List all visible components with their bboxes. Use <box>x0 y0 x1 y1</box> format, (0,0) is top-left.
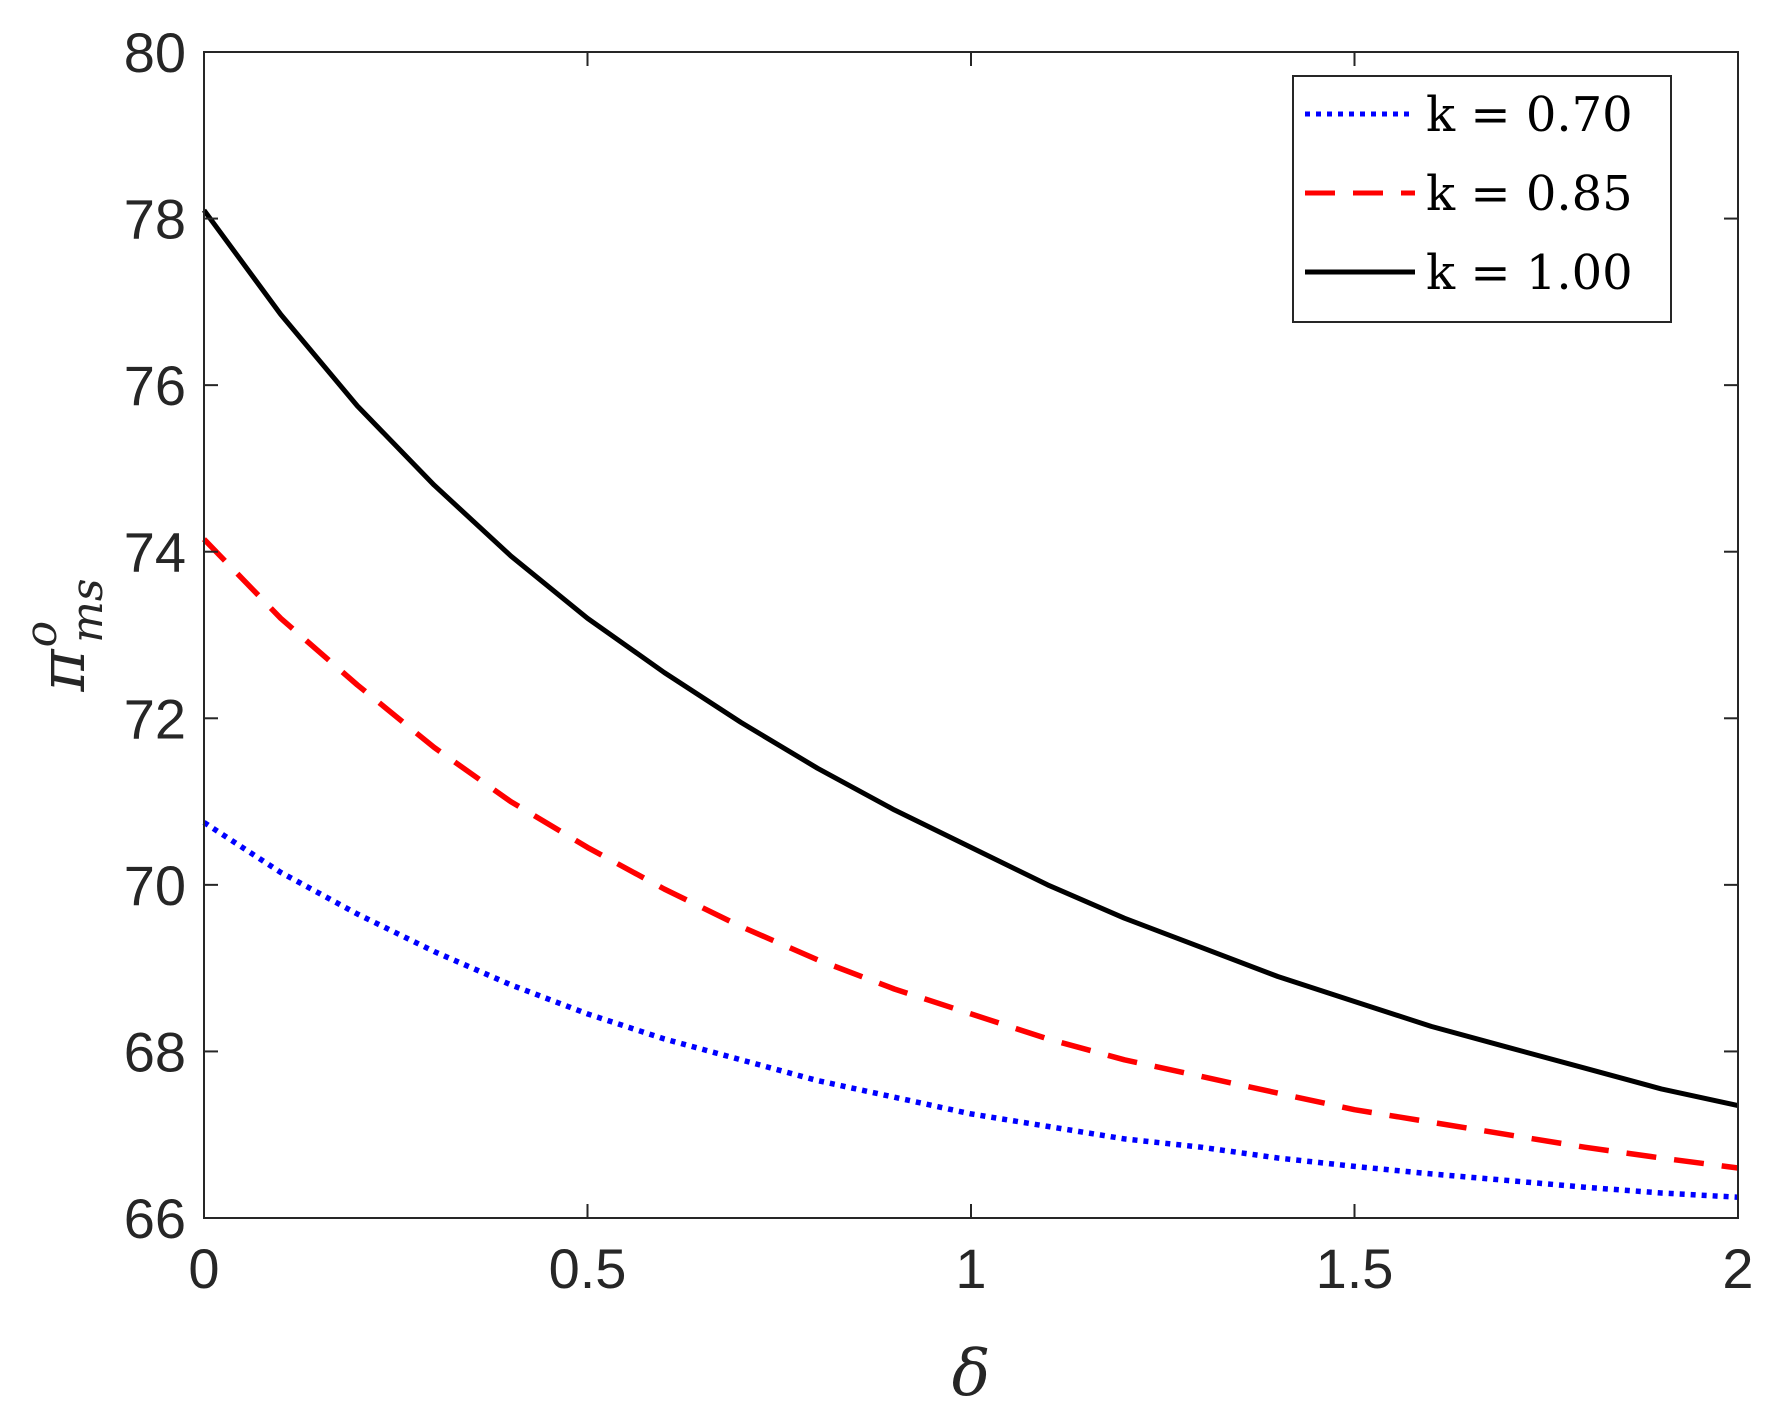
x-axis-label: δ <box>952 1337 991 1411</box>
legend-box <box>1292 75 1672 323</box>
y-tick-label: 68 <box>124 1020 186 1083</box>
y-tick-label: 76 <box>124 354 186 417</box>
y-tick-label: 74 <box>124 521 186 584</box>
y-tick-label: 66 <box>124 1187 186 1250</box>
y-axis-label-superscript: o <box>16 621 67 648</box>
legend-label-1: k = 0.70 <box>1426 87 1633 143</box>
y-axis-label-main: π <box>26 648 100 692</box>
legend: k = 0.70 k = 0.85 k = 1.00 <box>1292 75 1672 323</box>
x-tick-labels: 0 0.5 1 1.5 2 <box>188 1237 1753 1300</box>
series-layer <box>201 208 1739 1200</box>
y-axis-label: πoms <box>16 579 113 693</box>
svg-text:πoms: πoms <box>16 579 113 693</box>
y-tick-label: 80 <box>124 21 186 84</box>
x-tick-label: 0 <box>188 1237 219 1300</box>
series-line-3 <box>201 208 1739 1109</box>
y-tick-labels: 66 68 70 72 74 76 78 80 <box>124 21 186 1250</box>
legend-entries: k = 0.70 k = 0.85 k = 1.00 <box>1305 87 1633 301</box>
y-tick-label: 78 <box>124 188 186 251</box>
x-tick-label: 0.5 <box>549 1237 627 1300</box>
legend-label-3: k = 1.00 <box>1426 245 1633 301</box>
x-tick-label: 1 <box>955 1237 986 1300</box>
y-tick-label: 72 <box>124 687 186 750</box>
series-line-2 <box>202 537 1739 1171</box>
y-tick-label: 70 <box>124 854 186 917</box>
series-line-1 <box>202 820 1739 1200</box>
y-axis-label-subscript: ms <box>62 579 113 643</box>
x-tick-label: 2 <box>1722 1237 1753 1300</box>
legend-label-2: k = 0.85 <box>1426 166 1633 222</box>
x-tick-label: 1.5 <box>1316 1237 1394 1300</box>
plot-frame <box>203 51 1739 1219</box>
